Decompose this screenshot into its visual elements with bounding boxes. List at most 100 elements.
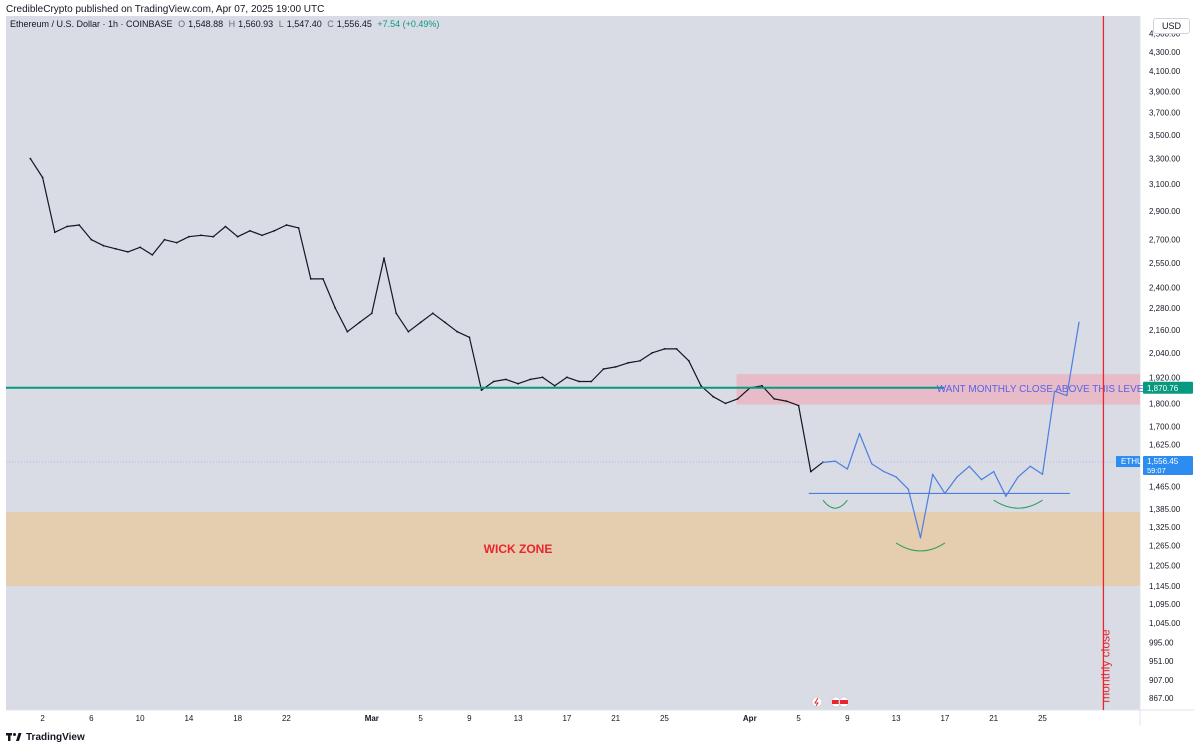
- price-point: [358, 321, 361, 324]
- x-tick-label: 22: [282, 714, 291, 723]
- y-tick-label: 1,625.00: [1149, 441, 1181, 450]
- price-point: [541, 376, 544, 379]
- price-point: [200, 234, 203, 237]
- y-tick-label: 2,550.00: [1149, 259, 1181, 268]
- close-value: 1,556.45: [336, 19, 372, 29]
- brand-name: TradingView: [26, 731, 85, 743]
- price-axis-background: [1140, 16, 1194, 726]
- y-tick-label: 1,465.00: [1149, 482, 1181, 491]
- x-tick-label: 14: [184, 714, 193, 723]
- price-chart[interactable]: WICK ZONE WANT MONTHLY CLOSE ABOVE THIS …: [6, 16, 1194, 726]
- wick-zone-label: WICK ZONE: [484, 542, 553, 556]
- price-point: [66, 225, 68, 228]
- price-point: [687, 359, 690, 362]
- price-point: [53, 231, 56, 234]
- x-tick-label: 5: [796, 714, 801, 723]
- price-point: [700, 384, 702, 387]
- price-point: [151, 254, 154, 256]
- us-flag-stripe: [831, 700, 840, 704]
- y-tick-label: 1,145.00: [1149, 582, 1181, 591]
- price-point: [261, 234, 263, 237]
- price-point: [578, 380, 580, 383]
- x-tick-label: 2: [40, 714, 45, 723]
- x-tick-label: 10: [136, 714, 145, 723]
- y-tick-label: 1,205.00: [1149, 561, 1181, 570]
- high-label: H: [228, 19, 236, 29]
- price-point: [407, 330, 410, 333]
- price-point: [602, 368, 605, 370]
- projection-point: [907, 488, 909, 490]
- price-point: [566, 376, 568, 379]
- x-tick-label: 13: [892, 714, 901, 723]
- price-point: [444, 321, 446, 324]
- currency-button[interactable]: USD: [1153, 18, 1190, 34]
- price-point: [651, 351, 654, 354]
- symbol-badge-label: ETHUSD: [1121, 457, 1154, 466]
- wick-zone: [6, 512, 1140, 586]
- high-value: 1,560.93: [238, 19, 274, 29]
- price-point: [249, 229, 251, 232]
- projection-point: [980, 478, 983, 481]
- y-tick-label: 2,160.00: [1149, 326, 1181, 335]
- support-level-annotation: WANT MONTHLY CLOSE ABOVE THIS LEVEL: [937, 384, 1150, 395]
- y-tick-label: 1,920.00: [1149, 373, 1181, 382]
- y-tick-label: 995.00: [1149, 639, 1174, 648]
- projection-point: [871, 463, 873, 465]
- y-tick-label: 3,700.00: [1149, 109, 1181, 118]
- price-line: [29, 158, 824, 473]
- x-tick-label: 21: [611, 714, 620, 723]
- tradingview-logo-icon: [6, 733, 22, 741]
- y-tick-label: 2,900.00: [1149, 207, 1181, 216]
- projection-point: [858, 432, 861, 435]
- support-price-label: 1,870.76: [1147, 384, 1179, 393]
- price-point: [78, 224, 81, 226]
- y-tick-label: 1,045.00: [1149, 619, 1181, 628]
- price-point: [419, 321, 422, 324]
- resistance-zone: [736, 374, 1140, 405]
- projection-point: [919, 537, 922, 539]
- low-label: L: [278, 19, 284, 29]
- price-point: [188, 235, 190, 238]
- price-point: [590, 380, 593, 383]
- left-shoulder-arc: [822, 499, 848, 509]
- price-point: [41, 176, 44, 179]
- price-point: [163, 238, 166, 241]
- y-tick-label: 3,500.00: [1149, 131, 1181, 140]
- price-point: [90, 238, 93, 241]
- price-point: [492, 380, 495, 383]
- projection-point: [834, 460, 836, 462]
- symbol-title: Ethereum / U.S. Dollar · 1h · COINBASE: [10, 19, 173, 29]
- y-tick-label: 2,700.00: [1149, 236, 1181, 245]
- projection-point: [1029, 465, 1031, 467]
- chart-area[interactable]: WICK ZONE WANT MONTHLY CLOSE ABOVE THIS …: [6, 16, 1194, 726]
- price-point: [431, 312, 434, 315]
- projection-point: [1005, 495, 1007, 497]
- projection-point: [1017, 476, 1019, 478]
- y-tick-label: 2,280.00: [1149, 304, 1181, 313]
- price-point: [468, 336, 471, 339]
- publisher-line: CredibleCrypto published on TradingView.…: [6, 4, 325, 15]
- price-point: [224, 225, 227, 228]
- us-flag-stripe: [839, 700, 848, 704]
- price-point: [127, 251, 129, 253]
- y-tick-label: 1,325.00: [1149, 523, 1181, 532]
- last-price-badge: [1143, 456, 1193, 476]
- projection-path: [822, 322, 1080, 539]
- price-point: [712, 395, 715, 398]
- y-tick-label: 867.00: [1149, 694, 1174, 703]
- price-point: [395, 312, 398, 315]
- price-point: [553, 384, 556, 387]
- event-lightning-icon: [811, 696, 823, 708]
- y-tick-label: 3,900.00: [1149, 87, 1181, 96]
- x-tick-label: Apr: [743, 714, 757, 723]
- price-point: [456, 330, 459, 333]
- projection-point: [1066, 394, 1068, 397]
- x-tick-label: 17: [562, 714, 571, 723]
- y-tick-label: 3,300.00: [1149, 155, 1181, 164]
- support-price-badge: [1143, 381, 1193, 394]
- price-point: [736, 398, 739, 400]
- y-tick-label: 1,700.00: [1149, 422, 1181, 431]
- y-tick-label: 907.00: [1149, 676, 1174, 685]
- projection-point: [1053, 390, 1056, 392]
- projection-point: [993, 470, 995, 473]
